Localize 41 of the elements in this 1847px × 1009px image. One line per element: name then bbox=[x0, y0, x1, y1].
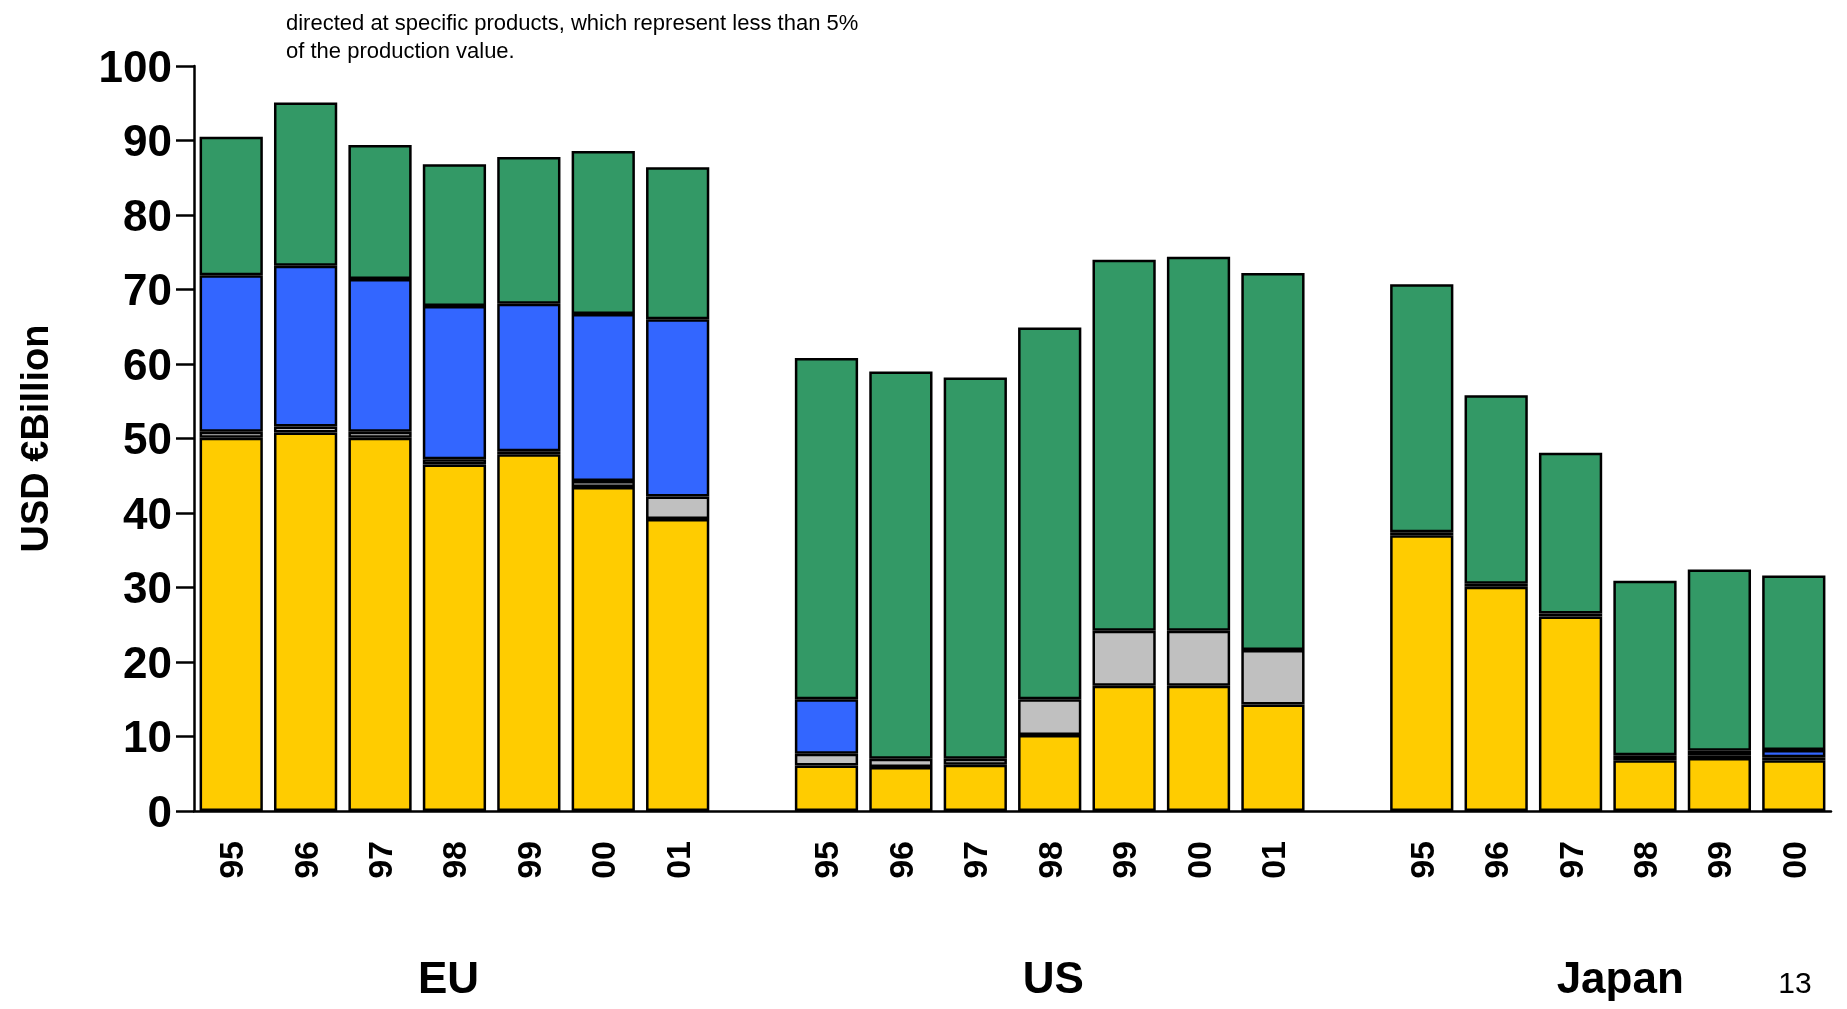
bar bbox=[1613, 580, 1677, 756]
x-tick-label: 00 bbox=[584, 841, 623, 879]
bar bbox=[1390, 284, 1454, 533]
x-tick-label: 97 bbox=[956, 841, 995, 879]
y-tick-label: 80 bbox=[123, 190, 172, 240]
x-tick-label: 00 bbox=[1179, 841, 1218, 879]
y-tick-label: 30 bbox=[123, 563, 172, 612]
bar bbox=[1464, 395, 1528, 584]
x-tick-label: 96 bbox=[881, 841, 920, 879]
x-tick-label: 98 bbox=[1625, 841, 1664, 879]
x-tick-label: 95 bbox=[1402, 841, 1441, 879]
x-tick-label: 01 bbox=[1253, 841, 1292, 879]
y-tick-label: 70 bbox=[123, 265, 172, 314]
y-tick-label: 100 bbox=[98, 41, 172, 91]
x-tick-label: 97 bbox=[1551, 841, 1590, 879]
text: US bbox=[1022, 952, 1084, 1002]
x-tick-label: 96 bbox=[1477, 841, 1516, 879]
x-tick-label: 00 bbox=[1774, 841, 1813, 879]
y-tick-label: 50 bbox=[123, 414, 172, 463]
x-tick-label: 95 bbox=[212, 841, 251, 879]
y-tick-label: 20 bbox=[123, 637, 172, 687]
x-tick-label: 01 bbox=[658, 841, 697, 879]
x-tick-label: 96 bbox=[286, 841, 325, 879]
bar bbox=[1687, 569, 1752, 751]
x-tick-label: 99 bbox=[509, 841, 548, 879]
y-tick-label: 0 bbox=[147, 786, 172, 836]
y-tick-label: 10 bbox=[123, 712, 172, 761]
y-tick-label: 60 bbox=[123, 339, 172, 389]
x-tick-label: 98 bbox=[1030, 841, 1069, 879]
x-tick-label: 99 bbox=[1700, 841, 1739, 879]
x-tick-label: 95 bbox=[807, 841, 846, 879]
text: EU bbox=[418, 952, 480, 1002]
y-tick-label: 90 bbox=[123, 116, 172, 165]
text: directed at specific products, which represent less than 5% of the production value. bbox=[286, 9, 859, 63]
x-tick-label: 99 bbox=[1105, 841, 1144, 879]
x-tick-label: 97 bbox=[361, 841, 400, 879]
y-tick-label: 40 bbox=[123, 488, 172, 538]
text: 13 bbox=[1778, 965, 1812, 999]
y-axis-title: USD €Billion bbox=[14, 324, 56, 553]
bar bbox=[1538, 452, 1603, 614]
x-tick-label: 98 bbox=[435, 841, 474, 879]
